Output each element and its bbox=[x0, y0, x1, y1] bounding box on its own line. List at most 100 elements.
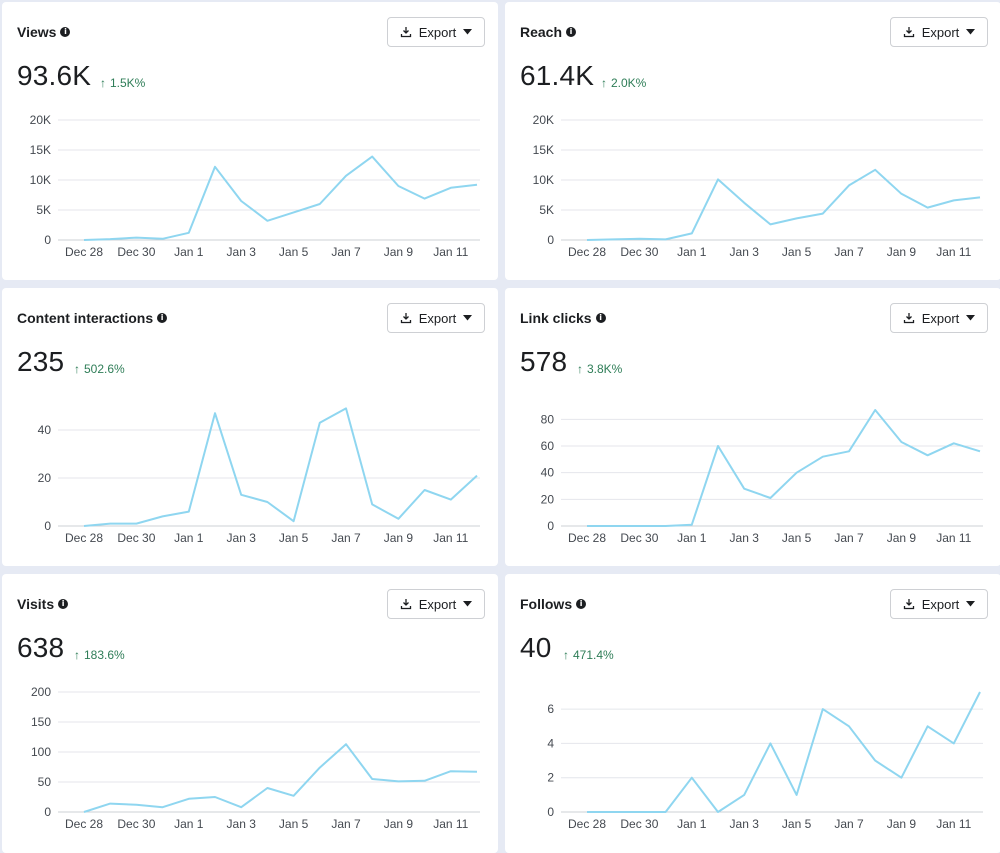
y-tick-label: 20 bbox=[38, 471, 52, 485]
x-tick-label: Jan 3 bbox=[730, 531, 760, 545]
y-tick-label: 200 bbox=[31, 685, 51, 699]
x-tick-label: Jan 9 bbox=[384, 531, 414, 545]
y-tick-label: 0 bbox=[547, 519, 554, 533]
card-title: Follows i bbox=[520, 596, 587, 612]
x-tick-label: Jan 9 bbox=[887, 245, 917, 259]
x-tick-label: Dec 28 bbox=[568, 817, 606, 831]
x-tick-label: Jan 9 bbox=[384, 817, 414, 831]
x-tick-label: Jan 3 bbox=[730, 245, 760, 259]
export-label: Export bbox=[921, 24, 960, 40]
x-tick-label: Jan 1 bbox=[174, 531, 204, 545]
x-tick-label: Jan 7 bbox=[331, 531, 361, 545]
link-clicks-card: Link clicks i Export 578 ↑ 3.8K% 0 20 40 60… bbox=[505, 288, 1000, 566]
x-tick-label: Jan 11 bbox=[433, 817, 468, 831]
card-title-label: Visits bbox=[17, 596, 55, 612]
x-tick-label: Jan 11 bbox=[433, 531, 468, 545]
info-icon[interactable]: i bbox=[58, 599, 69, 609]
metric-delta: ↑ 1.5K% bbox=[100, 76, 145, 90]
y-tick-label: 0 bbox=[44, 519, 51, 533]
caret-down-icon bbox=[966, 315, 976, 321]
x-tick-label: Jan 7 bbox=[331, 817, 361, 831]
x-tick-label: Jan 1 bbox=[677, 245, 707, 259]
metric-delta: ↑ 3.8K% bbox=[577, 362, 622, 376]
x-tick-label: Dec 30 bbox=[117, 531, 155, 545]
info-icon[interactable]: i bbox=[157, 313, 168, 323]
info-icon[interactable]: i bbox=[566, 27, 577, 37]
views-chart: 0 5K 10K 15K 20K Dec 28 Dec 30 Jan 1 Jan 3 Jan 5 J… bbox=[30, 113, 480, 259]
info-icon[interactable]: i bbox=[595, 313, 606, 323]
x-tick-label: Jan 1 bbox=[677, 531, 707, 545]
arrow-up-icon: ↑ bbox=[563, 648, 569, 662]
download-icon bbox=[400, 27, 411, 38]
x-tick-label: Jan 11 bbox=[936, 245, 971, 259]
x-tick-label: Dec 30 bbox=[620, 531, 658, 545]
arrow-up-icon: ↑ bbox=[74, 648, 80, 662]
metric-delta-value: 3.8K% bbox=[587, 362, 623, 376]
y-tick-label: 6 bbox=[547, 702, 554, 716]
metric-delta: ↑ 471.4% bbox=[563, 648, 614, 662]
x-tick-label: Jan 9 bbox=[384, 245, 414, 259]
export-button[interactable]: Export bbox=[890, 589, 988, 619]
y-tick-label: 150 bbox=[31, 715, 51, 729]
export-label: Export bbox=[921, 596, 960, 612]
download-icon bbox=[903, 27, 914, 38]
info-icon[interactable]: i bbox=[576, 599, 587, 609]
x-tick-label: Jan 11 bbox=[936, 531, 971, 545]
content-interactions-card: Content interactions i Export 235 ↑ 502.… bbox=[2, 288, 498, 566]
y-tick-label: 15K bbox=[533, 143, 554, 157]
info-icon[interactable]: i bbox=[60, 27, 71, 37]
follows-chart: 0 2 4 6 Dec 28 Dec 30 Jan 1 Jan 3 Jan 5 Jan 7 Jan … bbox=[547, 691, 983, 831]
x-tick-label: Jan 3 bbox=[227, 531, 257, 545]
arrow-up-icon: ↑ bbox=[601, 76, 607, 90]
y-tick-label: 0 bbox=[547, 233, 554, 247]
metric-value: 235 bbox=[17, 346, 65, 377]
caret-down-icon bbox=[463, 601, 473, 607]
series-line bbox=[83, 155, 478, 241]
export-button[interactable]: Export bbox=[387, 589, 485, 619]
export-button[interactable]: Export bbox=[387, 17, 485, 47]
reach-chart: 0 5K 10K 15K 20K Dec 28 Dec 30 Jan 1 Jan 3 Jan 5 J… bbox=[533, 113, 983, 259]
card-title-label: Follows bbox=[520, 596, 573, 612]
x-tick-label: Jan 3 bbox=[730, 817, 760, 831]
x-tick-label: Jan 11 bbox=[433, 245, 468, 259]
metric-delta-value: 2.0K% bbox=[611, 76, 647, 90]
metric-delta-value: 183.6% bbox=[84, 648, 125, 662]
y-tick-label: 50 bbox=[38, 775, 52, 789]
download-icon bbox=[400, 599, 411, 610]
x-tick-label: Dec 30 bbox=[620, 817, 658, 831]
card-title-label: Link clicks bbox=[520, 310, 592, 326]
arrow-up-icon: ↑ bbox=[100, 76, 106, 90]
card-title: Link clicks i bbox=[520, 310, 606, 326]
x-tick-label: Dec 28 bbox=[65, 817, 103, 831]
export-button[interactable]: Export bbox=[890, 303, 988, 333]
metric-value: 638 bbox=[17, 632, 65, 663]
x-tick-label: Jan 5 bbox=[782, 817, 812, 831]
x-tick-label: Jan 7 bbox=[834, 531, 864, 545]
caret-down-icon bbox=[463, 29, 473, 35]
link-clicks-chart: 0 20 40 60 80 Dec 28 Dec 30 Jan 1 Jan 3 Jan 5 Jan … bbox=[541, 409, 983, 545]
series-line bbox=[587, 691, 981, 813]
x-tick-label: Jan 9 bbox=[887, 817, 917, 831]
metric-value: 93.6K bbox=[17, 60, 92, 91]
views-card: Views i Export 93.6K ↑ 1.5K% 0 5K 10K 15K 20… bbox=[2, 2, 498, 280]
x-tick-label: Jan 5 bbox=[279, 531, 309, 545]
x-tick-label: Jan 7 bbox=[331, 245, 361, 259]
y-tick-label: 4 bbox=[547, 736, 554, 750]
y-tick-label: 10K bbox=[30, 173, 51, 187]
metric-delta-value: 471.4% bbox=[573, 648, 614, 662]
visits-chart: 0 50 100 150 200 Dec 28 Dec 30 Jan 1 Jan 3 Jan 5 J… bbox=[31, 685, 480, 831]
caret-down-icon bbox=[463, 315, 473, 321]
export-button[interactable]: Export bbox=[387, 303, 485, 333]
x-tick-label: Dec 30 bbox=[117, 817, 155, 831]
follows-card: Follows i Export 40 ↑ 471.4% 0 2 4 6 Dec 28 D… bbox=[505, 574, 1000, 853]
caret-down-icon bbox=[966, 601, 976, 607]
x-tick-label: Jan 7 bbox=[834, 245, 864, 259]
x-tick-label: Dec 28 bbox=[568, 531, 606, 545]
x-tick-label: Dec 28 bbox=[568, 245, 606, 259]
series-line bbox=[83, 743, 478, 813]
card-title: Reach i bbox=[520, 24, 577, 40]
card-title: Visits i bbox=[17, 596, 69, 612]
export-button[interactable]: Export bbox=[890, 17, 988, 47]
card-title: Views i bbox=[17, 24, 71, 40]
